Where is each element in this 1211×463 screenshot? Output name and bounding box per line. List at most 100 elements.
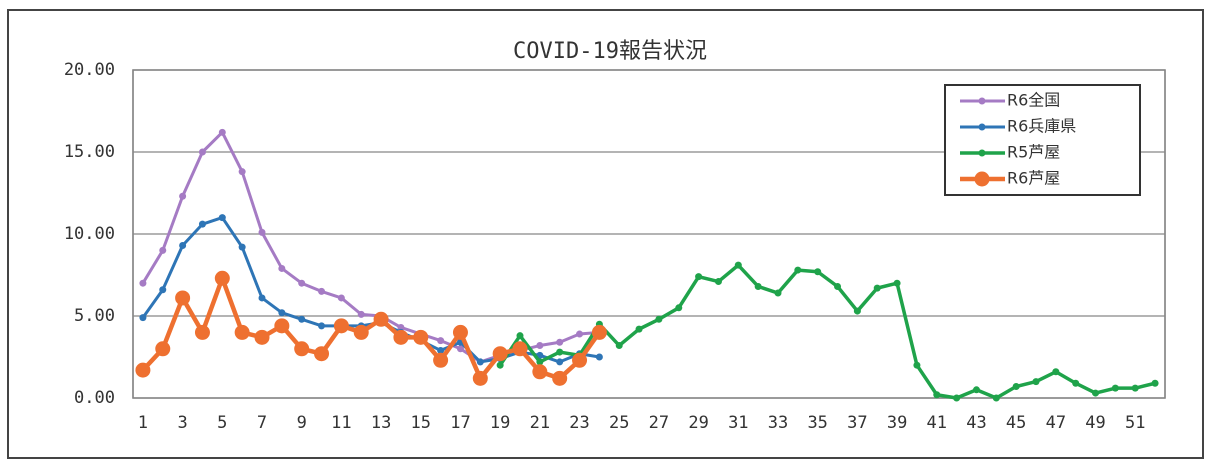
data-point [258,228,266,236]
data-point [218,214,226,222]
legend-marker [974,171,990,187]
x-tick-label: 41 [927,413,947,433]
data-point [254,329,270,345]
data-point [214,270,230,286]
data-point [814,268,822,276]
data-point [516,332,524,340]
data-point [655,315,663,323]
data-point [456,345,464,353]
data-point [615,342,623,350]
data-point [333,318,349,334]
data-point [274,318,290,334]
data-point [452,324,468,340]
legend-label: R6兵庫県 [1007,117,1076,136]
data-point [433,352,449,368]
data-point [298,315,306,323]
y-tick-label: 10.00 [64,224,115,244]
data-point [532,364,548,380]
data-point [1092,389,1100,397]
data-point [413,329,429,345]
x-tick-label: 39 [887,413,907,433]
y-tick-label: 15.00 [64,142,115,162]
data-point [536,358,544,366]
x-tick-label: 11 [331,413,351,433]
data-point [234,324,250,340]
data-point [258,294,266,302]
data-point [734,261,742,269]
data-point [512,341,528,357]
y-tick-label: 20.00 [64,60,115,80]
data-point [139,279,147,287]
x-tick-label: 3 [177,413,187,433]
data-point [278,309,286,317]
data-point [175,290,191,306]
chart-title: COVID-19報告状況 [513,39,707,64]
x-tick-label: 31 [728,413,748,433]
x-tick-label: 49 [1085,413,1105,433]
x-tick-label: 19 [490,413,510,433]
x-tick-label: 23 [569,413,589,433]
data-point [179,241,187,249]
data-point [218,128,226,136]
data-point [476,358,484,366]
data-point [1072,379,1080,387]
x-tick-label: 9 [297,413,307,433]
data-point [194,324,210,340]
data-point [536,342,544,350]
y-tick-label: 0.00 [74,388,115,408]
data-point [393,329,409,345]
data-point [238,168,246,176]
data-point [1111,384,1119,392]
x-tick-label: 47 [1046,413,1066,433]
x-tick-label: 37 [847,413,867,433]
x-tick-label: 17 [450,413,470,433]
chart-frame [7,9,1204,459]
x-tick-label: 33 [768,413,788,433]
data-point [159,286,167,294]
legend-label: R5芦屋 [1007,143,1060,162]
data-point [1052,368,1060,376]
data-point [198,220,206,228]
data-point [556,338,564,346]
data-point [155,341,171,357]
data-point [1032,378,1040,386]
data-point [794,266,802,274]
data-point [893,279,901,287]
x-tick-label: 45 [1006,413,1026,433]
data-point [198,148,206,156]
data-point [675,304,683,312]
data-point [714,278,722,286]
data-point [754,282,762,290]
x-tick-label: 5 [217,413,227,433]
data-point [913,361,921,369]
x-tick-label: 25 [609,413,629,433]
data-point [318,287,326,295]
data-point [834,282,842,290]
data-point [159,246,167,254]
x-tick-label: 13 [371,413,391,433]
data-point [357,310,365,318]
x-tick-label: 35 [807,413,827,433]
data-point [1131,384,1139,392]
data-point [992,394,1000,402]
x-tick-label: 1 [138,413,148,433]
data-point [496,361,504,369]
series-line [141,216,600,364]
data-point [278,264,286,272]
data-point [135,362,151,378]
data-point [353,324,369,340]
data-point [873,284,881,292]
data-point [1151,379,1159,387]
legend-marker [978,123,986,131]
data-point [298,279,306,287]
data-point [139,314,147,322]
data-point [397,323,405,331]
x-tick-label: 43 [966,413,986,433]
data-point [1012,383,1020,391]
data-point [238,243,246,251]
x-tick-label: 29 [688,413,708,433]
data-point [635,325,643,333]
data-point [556,358,564,366]
y-tick-label: 5.00 [74,306,115,326]
